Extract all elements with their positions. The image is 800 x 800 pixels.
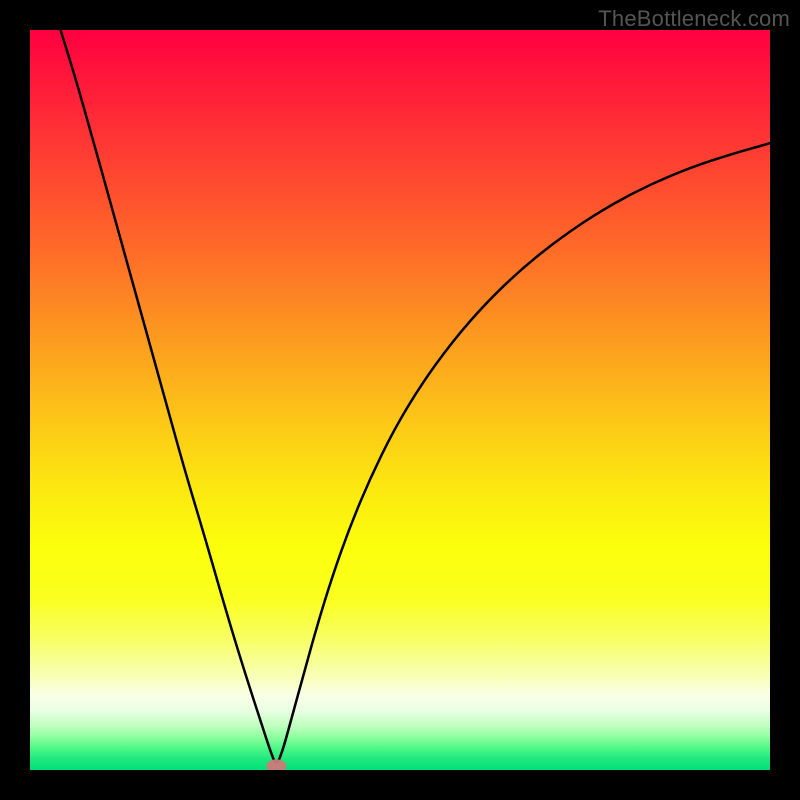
- bottleneck-curve-chart: [30, 30, 770, 770]
- chart-frame: TheBottleneck.com: [0, 0, 800, 800]
- gradient-background: [30, 30, 770, 770]
- plot-area: [30, 30, 770, 770]
- watermark-text: TheBottleneck.com: [598, 6, 790, 32]
